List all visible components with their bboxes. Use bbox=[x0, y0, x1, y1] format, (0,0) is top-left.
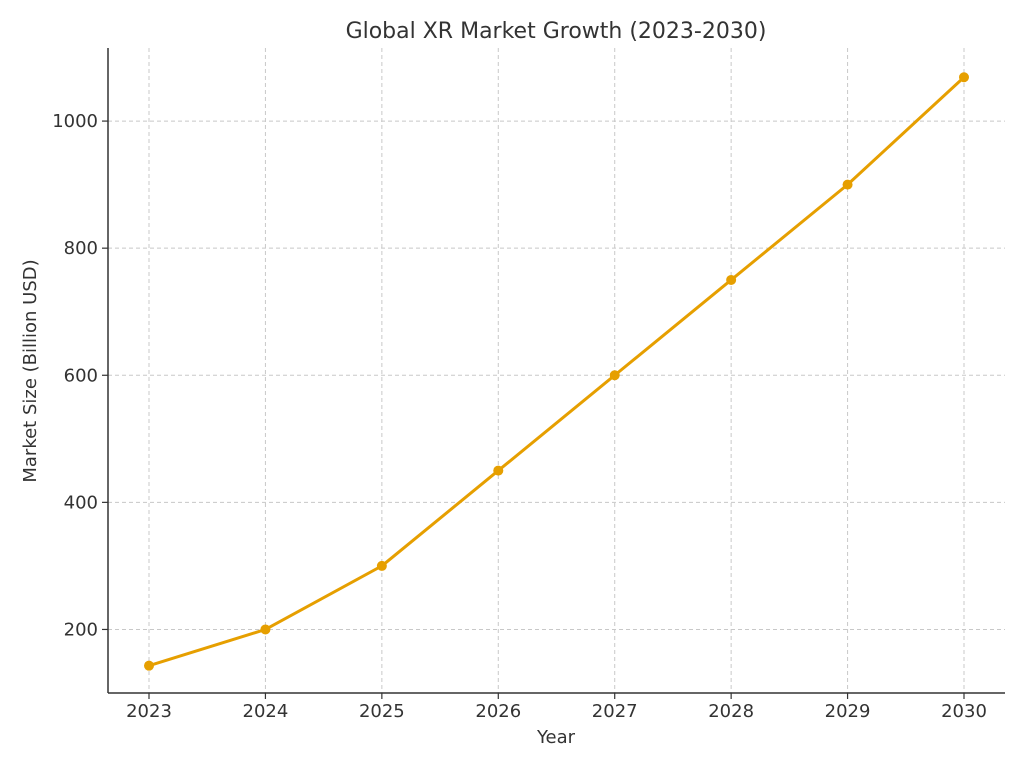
series-line bbox=[147, 75, 966, 668]
x-tick-label: 2026 bbox=[475, 701, 521, 722]
x-tick-label: 2023 bbox=[126, 701, 172, 722]
x-axis-label: Year bbox=[536, 727, 576, 748]
x-tick-label: 2028 bbox=[708, 701, 754, 722]
chart-title: Global XR Market Growth (2023-2030) bbox=[346, 19, 767, 44]
y-tick-label: 600 bbox=[64, 365, 98, 386]
y-grid-lines bbox=[108, 120, 1005, 630]
data-point bbox=[144, 660, 154, 671]
data-point bbox=[842, 179, 853, 190]
x-grid-lines bbox=[148, 48, 965, 693]
x-tick-label: 2024 bbox=[243, 701, 289, 722]
x-tick-label: 2029 bbox=[825, 701, 871, 722]
y-tick-label: 1000 bbox=[52, 111, 98, 132]
x-axis-ticks: 2023 2024 2025 2026 2027 2028 2029 2030 bbox=[126, 693, 987, 722]
series-points bbox=[144, 72, 969, 671]
data-point bbox=[609, 370, 620, 381]
data-point bbox=[959, 72, 969, 83]
y-tick-label: 800 bbox=[64, 238, 98, 259]
y-axis-label: Market Size (Billion USD) bbox=[20, 259, 41, 482]
y-tick-label: 200 bbox=[64, 619, 98, 640]
data-point bbox=[260, 624, 271, 635]
x-tick-label: 2027 bbox=[592, 701, 638, 722]
data-point bbox=[376, 560, 387, 571]
x-tick-label: 2030 bbox=[941, 701, 987, 722]
data-point bbox=[726, 274, 737, 285]
y-tick-label: 400 bbox=[64, 492, 98, 513]
x-tick-label: 2025 bbox=[359, 701, 405, 722]
y-axis-ticks: 200 400 600 800 1000 bbox=[52, 111, 108, 640]
data-point bbox=[493, 465, 504, 476]
